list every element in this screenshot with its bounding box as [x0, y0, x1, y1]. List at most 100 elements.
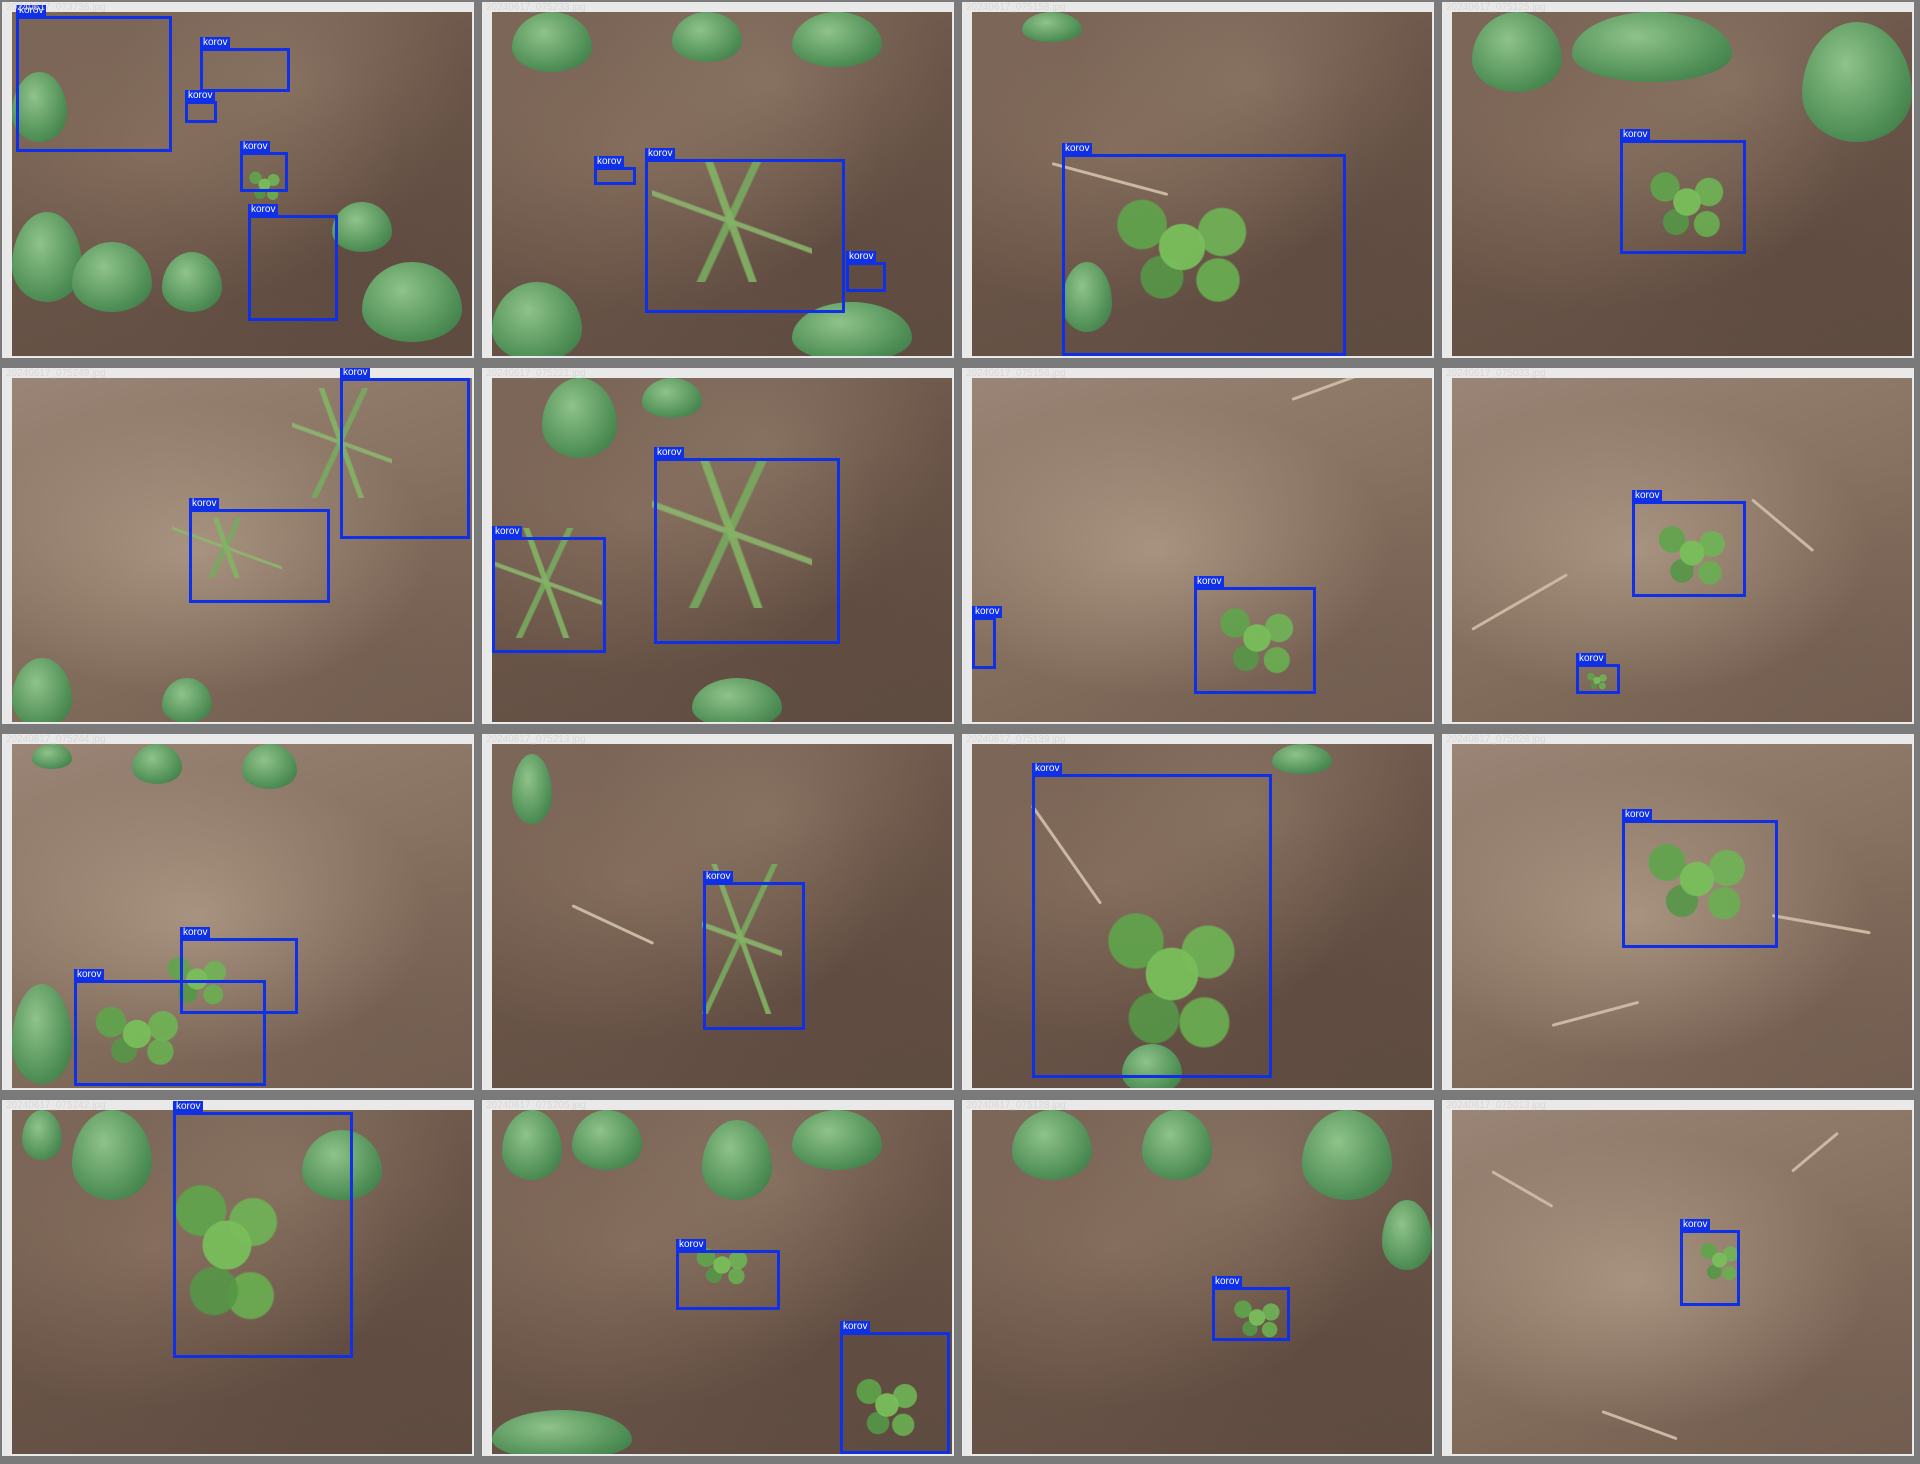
bounding-box: korov — [1622, 809, 1778, 948]
photo — [12, 1110, 472, 1454]
bounding-box: korov — [185, 90, 217, 123]
filename-label: 20240617_075205.jpg — [486, 1100, 586, 1111]
filename-label: 20240617_075033.jpg — [1446, 368, 1546, 379]
image-tile-10[interactable]: 20240617_075213.jpg korov — [482, 734, 954, 1090]
class-label: korov — [1032, 763, 1063, 775]
bounding-box: korov — [1062, 143, 1346, 356]
filename-label: 20240617_075139.jpg — [966, 734, 1066, 745]
bounding-box: korov — [1620, 129, 1746, 254]
image-tile-7[interactable]: 20240617_075156.jpg korov korov — [962, 368, 1434, 724]
image-tile-13[interactable]: 20240617_075242.jpg korov — [2, 1100, 474, 1456]
image-tile-15[interactable]: 20240617_075128.jpg korov — [962, 1100, 1434, 1456]
filename-label: 20240617_075233.jpg — [486, 2, 586, 13]
class-label: korov — [74, 969, 105, 981]
class-label: korov — [972, 606, 1003, 618]
bounding-box: korov — [1194, 576, 1316, 694]
class-label: korov — [340, 368, 371, 379]
photo — [12, 12, 472, 356]
bounding-box: korov — [654, 447, 840, 644]
photo — [492, 12, 952, 356]
filename-label: 20240617_075028.jpg — [1446, 734, 1546, 745]
class-label: korov — [676, 1239, 707, 1251]
bounding-box: korov — [1576, 653, 1620, 694]
filename-label: 20240617_075213.jpg — [486, 734, 586, 745]
photo — [972, 12, 1432, 356]
filename-label: 20240617_073736.jpg — [6, 2, 106, 13]
filename-label: 20240617_075128.jpg — [966, 1100, 1066, 1111]
bounding-box: korov — [676, 1239, 780, 1310]
photo — [12, 744, 472, 1088]
image-tile-9[interactable]: 20240617_075244.jpg korov korov — [2, 734, 474, 1090]
image-tile-1[interactable]: 20240617_073736.jpg korov korov korov ko… — [2, 2, 474, 358]
filename-label: 20240617_075249.jpg — [6, 368, 106, 379]
bounding-box: korov — [173, 1101, 353, 1358]
photo — [1452, 12, 1912, 356]
bounding-box: korov — [972, 606, 1003, 669]
bounding-box: korov — [189, 498, 330, 603]
bounding-box: korov — [1632, 490, 1746, 597]
class-label: korov — [840, 1321, 871, 1333]
filename-label: 20240617_075221.jpg — [486, 368, 586, 379]
image-tile-2[interactable]: 20240617_075233.jpg korov korov korov — [482, 2, 954, 358]
class-label: korov — [189, 498, 220, 510]
bounding-box: korov — [1032, 763, 1272, 1078]
bounding-box: korov — [200, 37, 290, 92]
image-tile-11[interactable]: 20240617_075139.jpg korov — [962, 734, 1434, 1090]
image-tile-4[interactable]: 20240617_075125.jpg korov — [1442, 2, 1914, 358]
filename-label: 20240617_075013.jpg — [1446, 1100, 1546, 1111]
image-tile-14[interactable]: 20240617_075205.jpg korov korov — [482, 1100, 954, 1456]
photo — [1452, 378, 1912, 722]
filename-label: 20240617_075125.jpg — [1446, 2, 1546, 13]
bounding-box: korov — [248, 204, 338, 321]
class-label: korov — [240, 141, 271, 153]
photo — [972, 1110, 1432, 1454]
image-tile-12[interactable]: 20240617_075028.jpg korov — [1442, 734, 1914, 1090]
photo — [492, 1110, 952, 1454]
class-label: korov — [248, 204, 279, 216]
class-label: korov — [173, 1101, 204, 1113]
photo — [1452, 744, 1912, 1088]
class-label: korov — [594, 156, 625, 168]
photo — [972, 378, 1432, 722]
bounding-box: korov — [74, 969, 266, 1086]
class-label: korov — [492, 526, 523, 538]
filename-label: 20240617_075158.jpg — [966, 2, 1066, 13]
bounding-box: korov — [340, 368, 470, 539]
filename-label: 20240617_075244.jpg — [6, 734, 106, 745]
bounding-box: korov — [240, 141, 288, 192]
bounding-box: korov — [703, 871, 805, 1030]
class-label: korov — [1062, 143, 1093, 155]
class-label: korov — [846, 251, 877, 263]
class-label: korov — [1632, 490, 1663, 502]
image-tile-3[interactable]: 20240617_075158.jpg korov — [962, 2, 1434, 358]
bounding-box: korov — [180, 927, 298, 1014]
bounding-box: korov — [1680, 1219, 1740, 1306]
class-label: korov — [1680, 1219, 1711, 1231]
photo — [492, 744, 952, 1088]
class-label: korov — [1194, 576, 1225, 588]
class-label: korov — [1620, 129, 1651, 141]
class-label: korov — [180, 927, 211, 939]
class-label: korov — [1622, 809, 1653, 821]
class-label: korov — [654, 447, 685, 459]
bounding-box: korov — [645, 148, 845, 313]
image-tile-6[interactable]: 20240617_075221.jpg korov korov — [482, 368, 954, 724]
filename-label: 20240617_075156.jpg — [966, 368, 1066, 379]
class-label: korov — [703, 871, 734, 883]
photo — [972, 744, 1432, 1088]
bounding-box: korov — [594, 156, 636, 185]
bounding-box: korov — [1212, 1276, 1290, 1341]
class-label: korov — [645, 148, 676, 160]
filename-label: 20240617_075242.jpg — [6, 1100, 106, 1111]
bounding-box: korov — [846, 251, 886, 292]
image-tile-5[interactable]: 20240617_075249.jpg korov korov — [2, 368, 474, 724]
photo — [492, 378, 952, 722]
class-label: korov — [1212, 1276, 1243, 1288]
image-tile-8[interactable]: 20240617_075033.jpg korov korov — [1442, 368, 1914, 724]
bounding-box: korov — [840, 1321, 950, 1454]
bounding-box: korov — [16, 5, 172, 152]
bounding-box: korov — [492, 526, 606, 653]
image-tile-16[interactable]: 20240617_075013.jpg korov — [1442, 1100, 1914, 1456]
class-label: korov — [200, 37, 231, 49]
